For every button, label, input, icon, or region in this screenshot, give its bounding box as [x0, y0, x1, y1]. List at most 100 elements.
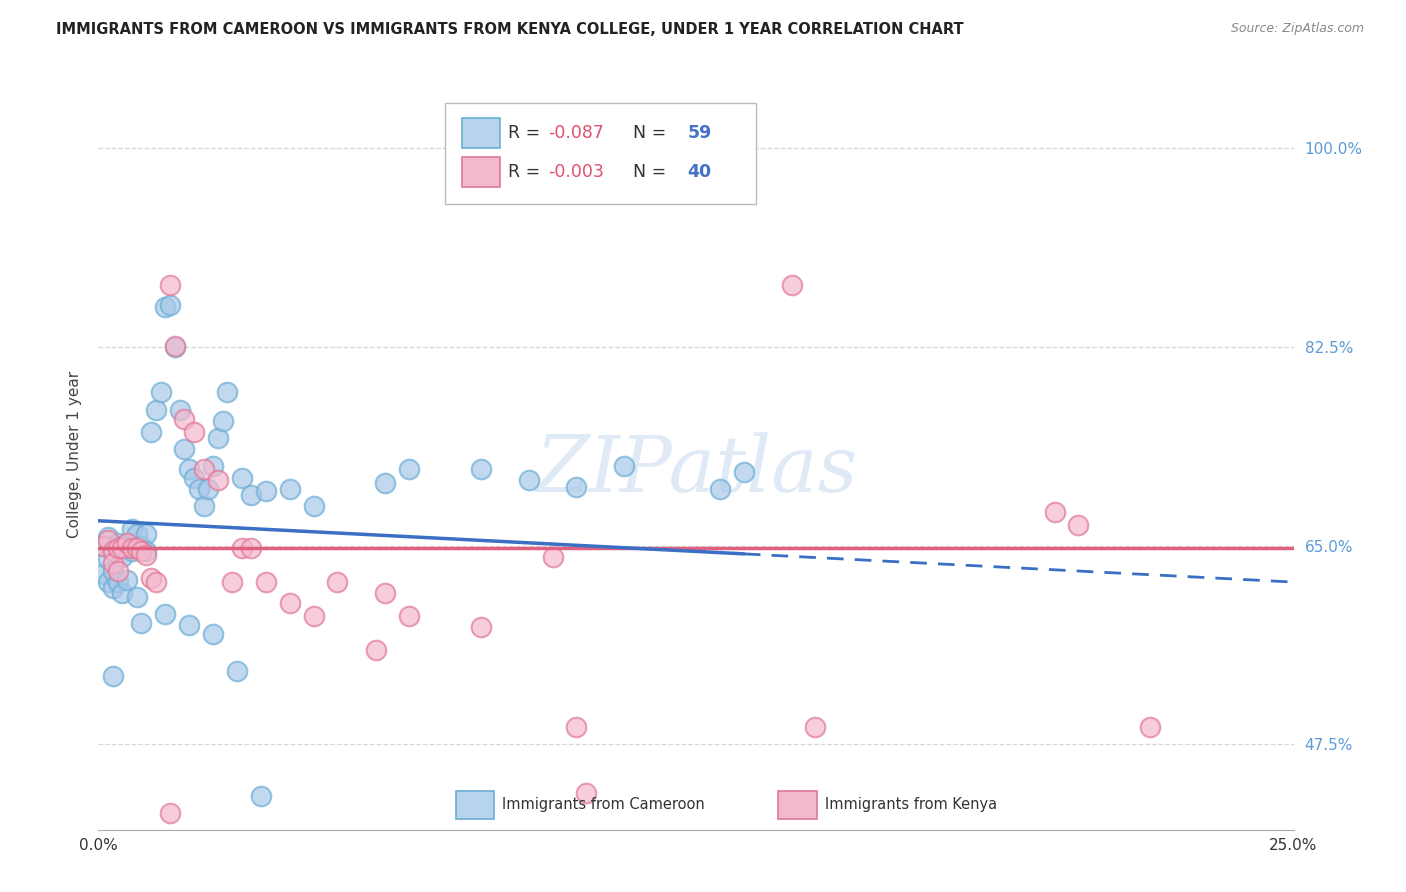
Point	[131, 539, 153, 553]
Point	[111, 539, 134, 553]
Point	[217, 385, 239, 400]
Point	[107, 541, 129, 555]
Point	[101, 544, 124, 558]
Point	[101, 581, 124, 595]
Point	[709, 482, 731, 496]
Point	[111, 550, 134, 565]
Point	[169, 402, 191, 417]
Point	[326, 575, 349, 590]
Point	[107, 564, 129, 578]
Point	[541, 550, 564, 565]
Text: N =: N =	[621, 125, 672, 143]
Point	[131, 615, 153, 630]
Point	[97, 533, 120, 547]
Point	[159, 298, 181, 312]
Point	[364, 643, 387, 657]
Point	[121, 541, 143, 555]
Point	[254, 575, 277, 590]
Point	[202, 627, 225, 641]
Point	[187, 482, 209, 496]
Point	[231, 541, 253, 555]
Point	[115, 536, 138, 550]
Point	[197, 482, 219, 496]
Point	[111, 586, 134, 600]
Point	[374, 476, 396, 491]
Point	[139, 425, 162, 440]
Point	[135, 527, 157, 541]
Point	[91, 567, 114, 582]
Point	[101, 556, 124, 570]
Point	[101, 544, 124, 558]
Point	[278, 482, 301, 496]
Point	[155, 301, 177, 315]
Point	[159, 805, 181, 820]
FancyBboxPatch shape	[456, 791, 494, 819]
Text: R =: R =	[509, 163, 546, 181]
Point	[613, 459, 636, 474]
Point	[207, 431, 229, 445]
Point	[125, 527, 148, 541]
Text: 59: 59	[688, 125, 711, 143]
Point	[250, 789, 273, 803]
FancyBboxPatch shape	[461, 158, 501, 187]
Text: ZIPatlas: ZIPatlas	[534, 432, 858, 508]
Point	[374, 586, 396, 600]
Point	[278, 595, 301, 609]
Point	[173, 442, 195, 457]
Point	[1043, 505, 1066, 519]
Point	[163, 340, 186, 354]
Point	[240, 488, 263, 502]
Point	[179, 618, 201, 632]
Point	[121, 522, 143, 536]
Point	[207, 473, 229, 487]
Point	[517, 473, 540, 487]
Point	[211, 414, 233, 428]
Point	[179, 461, 201, 475]
Text: R =: R =	[509, 125, 546, 143]
Point	[302, 499, 325, 513]
Point	[565, 720, 588, 734]
FancyBboxPatch shape	[446, 103, 756, 204]
Point	[254, 484, 277, 499]
Point	[398, 461, 420, 475]
Point	[135, 544, 157, 558]
Point	[107, 536, 129, 550]
Point	[240, 541, 263, 555]
Text: 40: 40	[688, 163, 711, 181]
Point	[107, 575, 129, 590]
Point	[565, 480, 588, 494]
Point	[91, 539, 114, 553]
Point	[115, 541, 138, 555]
Point	[302, 609, 325, 624]
Point	[159, 277, 181, 292]
Point	[97, 552, 120, 566]
Point	[470, 620, 492, 634]
Point	[135, 548, 157, 562]
Point	[125, 590, 148, 604]
Point	[131, 544, 153, 558]
FancyBboxPatch shape	[779, 791, 817, 819]
Text: -0.003: -0.003	[548, 163, 603, 181]
Point	[733, 465, 755, 479]
Point	[97, 575, 120, 590]
Point	[575, 786, 598, 800]
Point	[183, 425, 205, 440]
Text: N =: N =	[621, 163, 672, 181]
Point	[111, 541, 134, 555]
Point	[101, 564, 124, 578]
Text: -0.087: -0.087	[548, 125, 603, 143]
Point	[221, 575, 243, 590]
Point	[804, 720, 827, 734]
Point	[101, 669, 124, 683]
Point	[226, 664, 249, 678]
Point	[398, 609, 420, 624]
Point	[145, 575, 167, 590]
Point	[139, 570, 162, 584]
Point	[121, 544, 143, 558]
Point	[149, 385, 172, 400]
Text: Immigrants from Cameroon: Immigrants from Cameroon	[502, 797, 706, 813]
Point	[91, 539, 114, 553]
FancyBboxPatch shape	[461, 119, 501, 148]
Point	[97, 530, 120, 544]
Point	[125, 541, 148, 555]
